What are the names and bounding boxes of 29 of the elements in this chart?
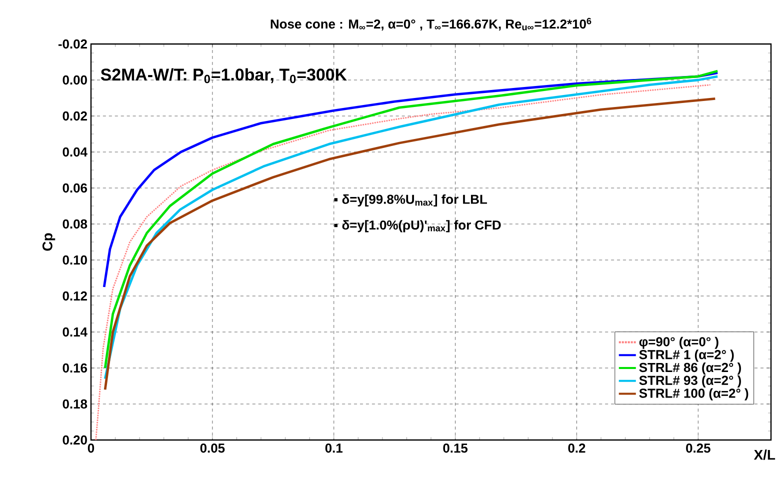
y-tick-label: 0.18 (62, 399, 88, 409)
annotation: ▪ δ=y[99.8%U$_{max}$] for LBL (334, 194, 487, 206)
y-tick-label: 0.08 (62, 219, 88, 229)
y-tick-label: 0.00 (62, 75, 87, 85)
legend-label: STRL# 93 (α=2° ) (639, 375, 741, 388)
y-tick-label: 0.12 (62, 291, 87, 301)
x-tick-label: 0.1 (325, 444, 342, 453)
x-tick-label: 0.25 (686, 444, 710, 453)
y-tick-label: 0.02 (62, 111, 87, 121)
x-tick-label: 0.2 (568, 444, 586, 453)
chart-title: Nose cone : M$_{∞}$=2, α=0° , T$_{∞}$=166.67K, Re$_{u∞}$=12.2*10$^{6}$ (270, 18, 592, 30)
y-tick-label: 0.04 (62, 147, 88, 157)
y-tick-label: 0.20 (62, 435, 87, 445)
annotation: ▪ δ=y[1.0%(ρU)'$_{max}$] for CFD (334, 220, 501, 232)
y-tick-label: 0.10 (62, 255, 87, 265)
legend-label: STRL# 1 (α=2° ) (639, 350, 734, 362)
x-tick-label: 0 (88, 444, 94, 453)
y-tick-label: 0.16 (62, 363, 88, 373)
legend-label: STRL# 100 (α=2° ) (639, 388, 748, 400)
y-tick-label: 0.14 (62, 327, 88, 337)
legend-label: φ=90° (α=0° ) (639, 336, 718, 349)
x-tick-label: 0.05 (200, 444, 225, 453)
y-axis-title: Cp (42, 233, 56, 251)
legend-label: STRL# 86 (α=2° ) (639, 362, 741, 375)
y-tick-label: -0.02 (58, 39, 87, 49)
annotation: S2MA-W/T: P$_{0}$=1.0bar, T$_{0}$=300K (100, 68, 347, 84)
x-axis-title: X/L (754, 450, 776, 460)
y-tick-label: 0.06 (62, 183, 88, 193)
x-tick-label: 0.15 (443, 444, 468, 453)
